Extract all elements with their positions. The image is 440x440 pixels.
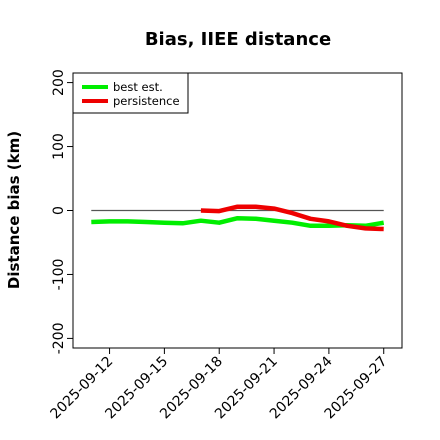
series-line-persistence — [200, 204, 384, 232]
y-axis: -200 -100 0 100 200 — [51, 69, 73, 354]
y-tick-label: 200 — [51, 69, 67, 96]
series-line-best-est — [91, 215, 385, 229]
legend-label-best-est: best est. — [113, 80, 163, 94]
x-axis: 2025-09-122025-09-152025-09-182025-09-21… — [48, 348, 391, 422]
chart-title: Bias, IIEE distance — [145, 29, 331, 50]
y-axis-label: Distance bias (km) — [5, 131, 23, 289]
legend-label-persistence: persistence — [113, 94, 180, 108]
legend-box — [72, 72, 189, 114]
y-tick-label: 100 — [51, 133, 67, 160]
y-tick-label: -200 — [51, 323, 67, 355]
y-tick-label: 0 — [51, 206, 67, 215]
y-tick-label: -100 — [51, 259, 67, 291]
legend: best est. persistence — [72, 72, 189, 114]
series-layer — [91, 204, 385, 232]
